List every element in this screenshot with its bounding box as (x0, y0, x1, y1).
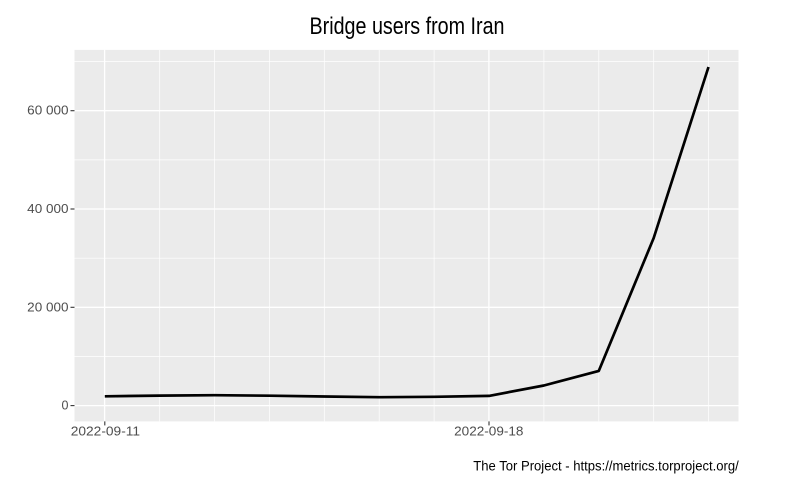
svg-text:2022-09-11: 2022-09-11 (71, 425, 140, 439)
svg-text:Bridge users from Iran: Bridge users from Iran (310, 13, 505, 40)
svg-text:0: 0 (62, 399, 69, 413)
svg-text:40 000: 40 000 (27, 202, 68, 216)
svg-text:2022-09-18: 2022-09-18 (454, 425, 523, 439)
svg-text:The Tor Project - https://metr: The Tor Project - https://metrics.torpro… (473, 459, 739, 474)
svg-text:60 000: 60 000 (27, 104, 68, 118)
svg-text:20 000: 20 000 (27, 300, 68, 314)
